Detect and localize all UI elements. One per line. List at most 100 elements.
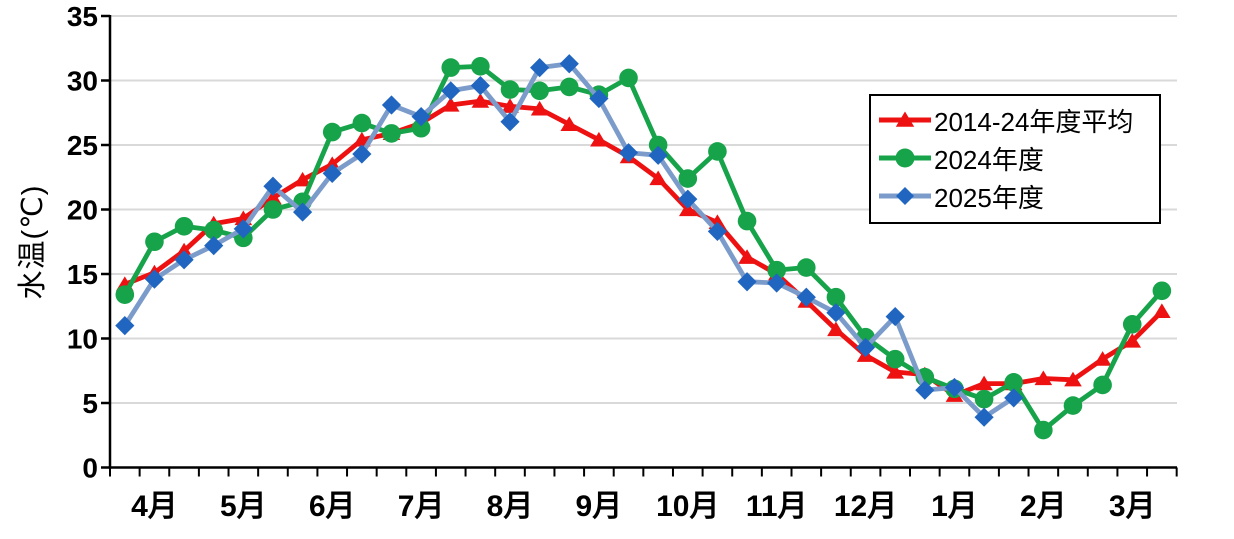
fy2025-point xyxy=(470,76,490,96)
fy2025-point xyxy=(826,303,846,323)
legend: 2014-24年度平均 2024年度 2025年度 xyxy=(869,94,1161,224)
avg-point xyxy=(1093,351,1112,366)
x-month-label: 2月 xyxy=(1020,490,1067,523)
fy2024-point xyxy=(1004,373,1024,392)
x-month-label: 1月 xyxy=(931,490,978,523)
x-month-label: 10月 xyxy=(656,490,719,523)
avg-point xyxy=(293,171,312,187)
triangle-marker-icon xyxy=(879,111,931,127)
fy2025-point xyxy=(885,306,905,327)
legend-label-average: 2014-24年度平均 xyxy=(934,106,1134,137)
y-tick-label: 15 xyxy=(67,259,98,290)
fy2024-point xyxy=(322,122,342,142)
fy2024-point xyxy=(352,113,372,133)
fy2025-point xyxy=(381,95,402,115)
fy2025-point xyxy=(678,189,698,209)
x-month-label: 3月 xyxy=(1109,490,1156,523)
fy2025-point xyxy=(915,380,935,400)
fy2024-point xyxy=(826,287,846,307)
avg-point xyxy=(827,321,845,337)
legend-item-2025: 2025年度 xyxy=(877,177,1151,215)
fy2024-point xyxy=(411,118,431,138)
y-tick-label: 35 xyxy=(67,1,98,32)
fy2025-point xyxy=(500,112,520,132)
fy2025-point xyxy=(974,407,994,427)
fy2024-point xyxy=(471,57,490,76)
fy2024-point xyxy=(708,142,727,161)
avg-point xyxy=(975,375,993,391)
fy2025-point xyxy=(737,272,757,292)
fy2024-point xyxy=(559,77,579,97)
x-month-label: 4月 xyxy=(131,490,178,523)
avg-point xyxy=(1123,333,1142,348)
avg-point xyxy=(738,249,756,264)
fy2025-point xyxy=(115,316,135,336)
legend-label-2025: 2025年度 xyxy=(934,182,1044,213)
avg-point xyxy=(560,116,579,131)
fy2025-point xyxy=(589,88,609,109)
fy2025-point xyxy=(767,273,787,293)
fy2025-point xyxy=(944,377,965,398)
fy2024-point xyxy=(1152,281,1172,301)
fy2024-point xyxy=(174,216,194,236)
avg-point xyxy=(323,156,342,171)
fy2024-point xyxy=(797,258,816,277)
fy2025-point xyxy=(322,163,342,183)
y-tick-label: 20 xyxy=(67,195,98,226)
fy2024-point xyxy=(767,260,786,280)
diamond-marker-icon xyxy=(879,187,931,205)
circle-marker-icon xyxy=(879,148,931,168)
fy2025-point xyxy=(441,81,461,101)
fy2024-point xyxy=(885,349,905,369)
fy2024-point xyxy=(1034,420,1053,440)
legend-item-2024: 2024年度 xyxy=(877,139,1151,177)
x-month-label: 8月 xyxy=(487,490,534,523)
avg-point xyxy=(175,242,193,258)
fy2024-point xyxy=(619,68,638,88)
x-month-label: 9月 xyxy=(576,490,623,523)
fy2024-point xyxy=(263,200,283,219)
avg-point xyxy=(471,93,490,108)
avg-legend-marker xyxy=(895,111,915,127)
fy2025-point xyxy=(648,145,668,165)
fy2024-point xyxy=(974,389,994,409)
avg-point xyxy=(590,131,608,147)
x-month-label: 7月 xyxy=(398,490,445,523)
avg-point xyxy=(441,97,460,112)
fy2024-point xyxy=(648,135,668,155)
y-tick-label: 0 xyxy=(82,453,98,484)
fy2024-point xyxy=(737,211,757,231)
y-axis-title: 水温(℃) xyxy=(17,184,49,300)
fy2025-point xyxy=(174,250,194,270)
avg-point xyxy=(1064,371,1082,387)
fy2024-point xyxy=(204,220,224,240)
fy2024-point xyxy=(115,285,135,304)
avg-point xyxy=(649,170,667,186)
fy2025-point xyxy=(292,202,313,222)
avg-point xyxy=(264,189,282,205)
x-month-label: 12月 xyxy=(834,490,897,523)
avg-point xyxy=(530,100,549,116)
y-tick-label: 30 xyxy=(67,66,98,97)
x-month-label: 11月 xyxy=(746,490,808,523)
fy2025-legend-marker xyxy=(896,187,914,205)
fy2025-point xyxy=(855,337,876,358)
fy2025-point xyxy=(1004,388,1024,408)
avg-point xyxy=(886,364,904,379)
avg-point xyxy=(678,201,697,217)
fy2024-point xyxy=(382,124,401,143)
fy2025-point xyxy=(352,144,372,164)
fy2025-point xyxy=(530,58,550,78)
fy2024-point xyxy=(678,169,698,188)
fy2024-point xyxy=(530,81,549,101)
legend-label-2024: 2024年度 xyxy=(934,144,1044,175)
fy2025-point xyxy=(233,219,253,239)
fy2025-point xyxy=(707,221,728,242)
fy2024-legend-marker xyxy=(895,148,915,168)
y-tick-label: 25 xyxy=(67,130,98,161)
fy2025-point xyxy=(559,54,579,74)
y-tick-label: 10 xyxy=(67,324,98,355)
fy2024-point xyxy=(1122,315,1142,334)
